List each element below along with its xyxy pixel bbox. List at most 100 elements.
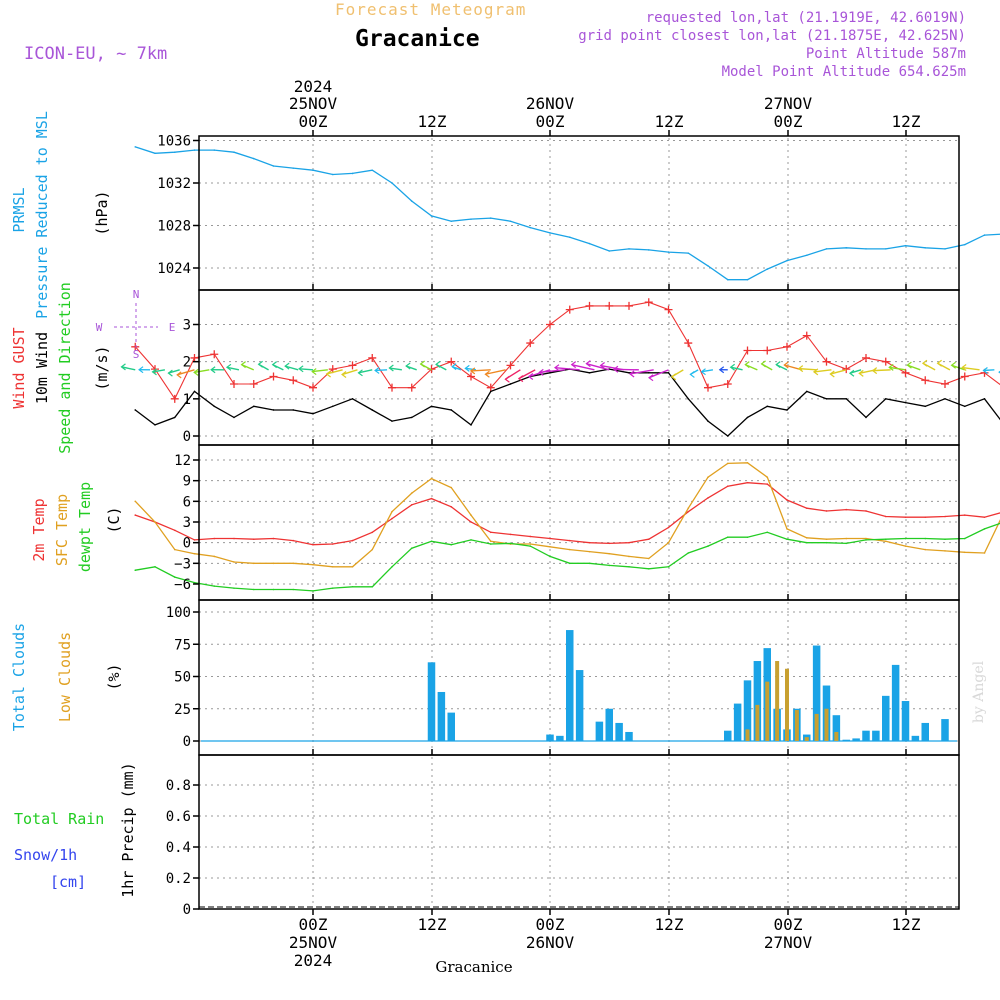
sfc-temp-point — [549, 546, 551, 548]
wind-arrowhead — [138, 366, 144, 374]
temp2m-point — [292, 539, 295, 542]
wind-speed-point — [983, 398, 986, 400]
wind-arrowhead — [998, 370, 1000, 374]
low-clouds-bar — [765, 681, 770, 741]
y-tick-label: 0 — [183, 902, 191, 918]
compass-w: W — [96, 321, 103, 334]
wind-direction-arrow — [571, 363, 595, 371]
sfc-temp-point — [766, 476, 769, 479]
y-tick-label: −3 — [174, 556, 191, 572]
pressure-point — [983, 234, 986, 236]
snow-unit: [cm] — [50, 873, 86, 891]
wind-speed-point — [470, 424, 472, 426]
pressure-point — [608, 250, 611, 252]
compass-e: E — [169, 321, 176, 334]
wind-arrowhead — [210, 366, 216, 374]
wind-speed-point — [233, 416, 235, 419]
wind-speed-point — [647, 372, 650, 374]
gust-point — [941, 379, 949, 388]
dewpt-point — [924, 537, 927, 540]
pressure-point — [707, 265, 709, 267]
temp2m-point — [193, 539, 196, 541]
dewpt-point — [786, 538, 788, 541]
total-clouds-bar — [753, 661, 762, 741]
bottom-hour-label: 00Z — [774, 915, 803, 934]
total-clouds-bar — [842, 739, 850, 741]
wind-speed-point — [825, 398, 828, 400]
total-clouds-bar — [941, 719, 949, 741]
total-clouds-bar — [615, 722, 623, 741]
wind-arrowhead — [325, 370, 331, 378]
y-tick-label: 25 — [174, 702, 191, 718]
wind-direction-arrow — [983, 369, 995, 372]
wind-direction-arrow — [889, 366, 906, 371]
temp2m-point — [331, 543, 334, 545]
dewpt-point — [154, 565, 156, 568]
gust-point — [368, 353, 377, 362]
temp2m-point — [983, 516, 986, 518]
total-clouds-bar — [595, 721, 604, 741]
temp2m-point — [786, 499, 788, 501]
dewpt-point — [687, 552, 690, 554]
wind-arrowhead — [484, 370, 490, 378]
temp2m-point — [430, 497, 433, 500]
wind-speed-dir-label: Speed and Direction — [56, 282, 74, 454]
temp2m-point — [865, 510, 867, 512]
dewpt-point — [391, 565, 393, 568]
gust-point — [190, 353, 199, 362]
gust-point — [901, 368, 910, 377]
temp2m-label: 2m Temp — [30, 498, 48, 561]
y-tick-label: 1032 — [157, 176, 191, 192]
wind-speed-point — [687, 398, 690, 400]
wind-direction-arrow — [629, 369, 654, 375]
temp2m-line — [135, 482, 1000, 546]
low-clouds-bar — [785, 668, 789, 741]
sfc-temp-point — [667, 541, 670, 544]
wind-arrowhead — [257, 360, 263, 368]
total-clouds-bar — [832, 715, 841, 741]
pressure-point — [233, 151, 235, 153]
temp2m-point — [272, 537, 275, 540]
gust-label: Wind GUST — [10, 327, 28, 408]
pressure-point — [568, 236, 571, 238]
sfc-temp-point — [687, 507, 690, 510]
wind-arrowhead — [527, 373, 534, 380]
dewpt-point — [707, 545, 709, 547]
wind-arrowhead — [950, 361, 956, 369]
wind-unit: (m/s) — [93, 345, 111, 390]
y-tick-label: 6 — [183, 494, 191, 510]
sfc-temp-point — [292, 562, 295, 565]
wind-speed-point — [331, 405, 334, 408]
dewpt-point — [746, 536, 749, 538]
dewpt-point — [312, 590, 314, 592]
top-hour-label: 12Z — [418, 112, 447, 131]
temp2m-point — [410, 503, 413, 506]
wind-arrowhead — [921, 359, 928, 367]
low-clouds-label: Low Clouds — [56, 632, 74, 722]
total-clouds-bar — [556, 735, 564, 741]
wind-arrowhead — [797, 365, 804, 373]
dewpt-point — [430, 540, 433, 543]
gust-point — [486, 383, 495, 392]
wind-arrowhead — [357, 369, 363, 377]
wind-arrowhead — [585, 360, 591, 368]
gust-point — [546, 320, 554, 329]
wind-direction-arrow — [194, 369, 210, 374]
gust-point — [447, 357, 456, 366]
wind-arrowhead — [906, 361, 912, 369]
sfc-temp-point — [845, 537, 848, 540]
gust-point — [407, 383, 416, 392]
sfc-temp-point — [904, 545, 907, 547]
dewpt-point — [371, 585, 374, 588]
gust-point — [249, 379, 258, 388]
temp2m-point — [371, 531, 374, 534]
sfc-temp-point — [628, 555, 630, 558]
wind-arrowhead — [612, 365, 619, 373]
dewpt-point — [252, 588, 255, 591]
dewpt-point — [351, 585, 354, 588]
wind-speed-point — [509, 383, 512, 385]
total-clouds-bar — [575, 670, 584, 741]
footer-station-name: Gracanice — [435, 958, 512, 976]
wind-direction-arrow — [465, 367, 477, 371]
